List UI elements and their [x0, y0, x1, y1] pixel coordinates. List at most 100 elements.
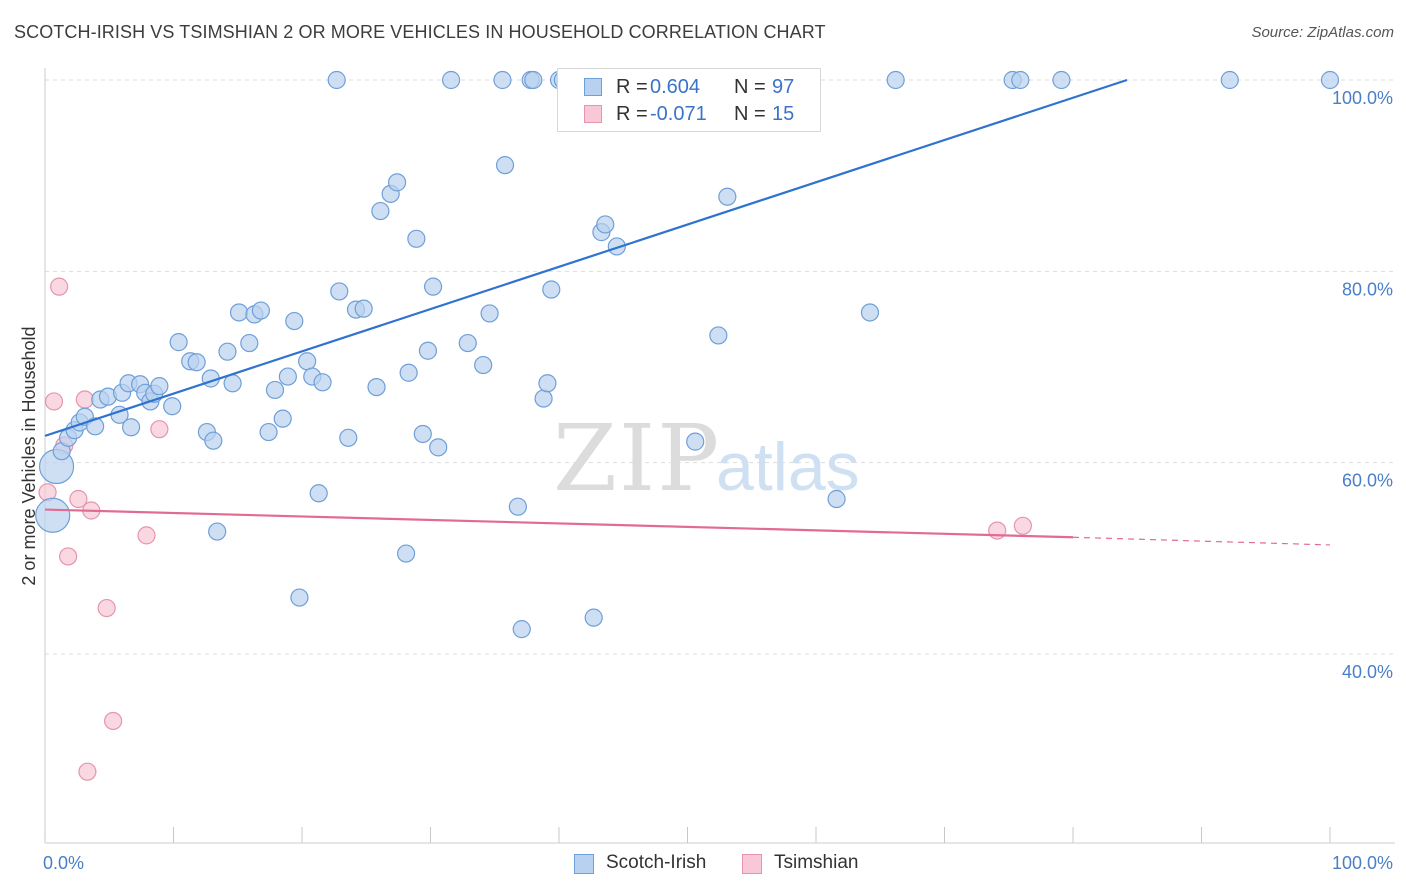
legend-r-value: -0.071 [650, 103, 707, 125]
scotch-irish-legend-label: Scotch-Irish [606, 852, 707, 873]
scotch-irish-point [121, 418, 141, 437]
tsimshian-point [97, 598, 116, 618]
scotch-irish-point [298, 352, 317, 371]
scotch-irish-point [495, 156, 515, 175]
scotch-irish-point [204, 431, 223, 450]
scotch-irish-point [607, 237, 626, 256]
tsimshian-legend-label: Tsimshian [774, 852, 859, 873]
scotch-irish-point [596, 215, 615, 234]
scotch-irish-point [187, 353, 206, 372]
scotch-irish-point [273, 409, 292, 428]
scotch-irish-point [259, 422, 278, 442]
scotch-irish-point [458, 333, 477, 353]
scotch-irish-point [538, 374, 557, 393]
scotch-irish-point [584, 608, 603, 627]
tsimshian-point [78, 762, 97, 781]
legend-r-value: 0.604 [650, 76, 701, 98]
legend-row-scotch-irish: R = 0.604 N = 97 [558, 73, 820, 101]
tsimshian-point [137, 526, 156, 545]
tsimshian-swatch [584, 105, 602, 123]
x-tick-label: 100.0% [1332, 853, 1393, 873]
tsimshian-point [75, 390, 94, 409]
scotch-irish-point [686, 432, 705, 451]
x-tick-label: 0.0% [43, 853, 84, 873]
scotch-irish-point [278, 367, 297, 386]
scotch-irish-point [387, 173, 407, 192]
scotch-irish-point [309, 484, 328, 503]
scotch-irish-point [493, 70, 512, 90]
scotch-irish-point [285, 311, 304, 331]
scotch-irish-point [441, 70, 461, 90]
scotch-irish-legend-swatch [574, 854, 594, 874]
y-tick-label: 60.0% [1342, 471, 1393, 491]
scotch-irish-point [886, 70, 905, 90]
chart-title: SCOTCH-IRISH VS TSIMSHIAN 2 OR MORE VEHI… [14, 22, 826, 42]
scotch-irish-point [1011, 70, 1030, 90]
scotch-irish-point [474, 355, 493, 375]
scotch-irish-point [367, 377, 386, 397]
y-tick-label: 80.0% [1342, 279, 1393, 299]
scotch-irish-point [534, 389, 553, 408]
scotch-irish-point [218, 342, 237, 361]
tick-labels: 100.0% 80.0% 60.0% 40.0% 0.0% 100.0% [43, 88, 1393, 873]
scotch-irish-point [396, 544, 416, 563]
watermark-zip: ZIP [553, 405, 721, 512]
tsimshian-point [59, 547, 78, 566]
tsimshian-point [988, 521, 1007, 540]
scotch-irish-point [512, 620, 531, 639]
scotch-irish-point [163, 397, 182, 416]
scotch-irish-point [429, 438, 448, 457]
scotch-irish-point [150, 377, 169, 396]
scotch-irish-point [240, 333, 259, 353]
tsimshian-point [69, 489, 88, 509]
scotch-irish-point [407, 229, 426, 248]
bottom-legend-scotch-irish[interactable]: Scotch-Irish [574, 852, 724, 876]
scotch-irish-trend-line [44, 78, 1128, 437]
scotch-irish-point [35, 497, 71, 533]
scotch-irish-point [223, 374, 242, 393]
legend-n-label: N = [734, 103, 766, 125]
tsimshian-point [50, 277, 69, 296]
tsimshian-point [150, 420, 169, 439]
tsimshian-points [38, 277, 1032, 781]
bottom-legend-tsimshian[interactable]: Tsimshian [742, 852, 882, 876]
scotch-irish-point [229, 303, 249, 322]
scotch-irish-point [313, 373, 332, 392]
tsimshian-legend-swatch [742, 854, 762, 874]
scotch-irish-point [709, 326, 728, 345]
correlation-legend: R = 0.604 N = 97 R = -0.071 N = 15 [557, 68, 821, 132]
scotch-irish-point [265, 380, 285, 400]
legend-n-value: 97 [772, 76, 795, 98]
scotch-irish-point [418, 341, 438, 360]
gridlines [45, 79, 1395, 655]
scotch-irish-swatch [584, 78, 602, 96]
scotch-irish-point [524, 70, 543, 90]
scotch-irish-point [508, 497, 527, 516]
scotch-irish-point [542, 280, 561, 299]
y-axis-label: 2 or more Vehicles in Household [19, 326, 39, 585]
scotch-irish-point [423, 277, 443, 296]
tsimshian-trend-line [44, 508, 1074, 539]
trend-lines [44, 78, 1331, 546]
scotch-irish-point [480, 304, 499, 323]
scotch-irish-point [371, 201, 390, 221]
scotch-irish-point [251, 301, 270, 320]
scotch-irish-point [290, 588, 309, 607]
y-tick-label: 100.0% [1332, 88, 1393, 108]
scotch-irish-point [399, 363, 418, 382]
scotch-irish-points [35, 70, 1340, 639]
scotch-irish-point [1052, 70, 1071, 90]
source-credit: Source: ZipAtlas.com [1251, 24, 1394, 41]
scotch-irish-point [718, 187, 737, 206]
y-tick-label: 40.0% [1342, 662, 1393, 682]
scotch-irish-point [1220, 70, 1239, 90]
legend-n-value: 15 [772, 103, 795, 125]
legend-n-label: N = [734, 76, 766, 98]
scotch-irish-point [169, 333, 188, 352]
scotch-irish-point [208, 522, 227, 541]
scotch-irish-point [1320, 70, 1340, 90]
scotch-irish-point [339, 428, 358, 447]
scotch-irish-point [327, 70, 346, 90]
legend-row-tsimshian: R = -0.071 N = 15 [558, 100, 820, 128]
